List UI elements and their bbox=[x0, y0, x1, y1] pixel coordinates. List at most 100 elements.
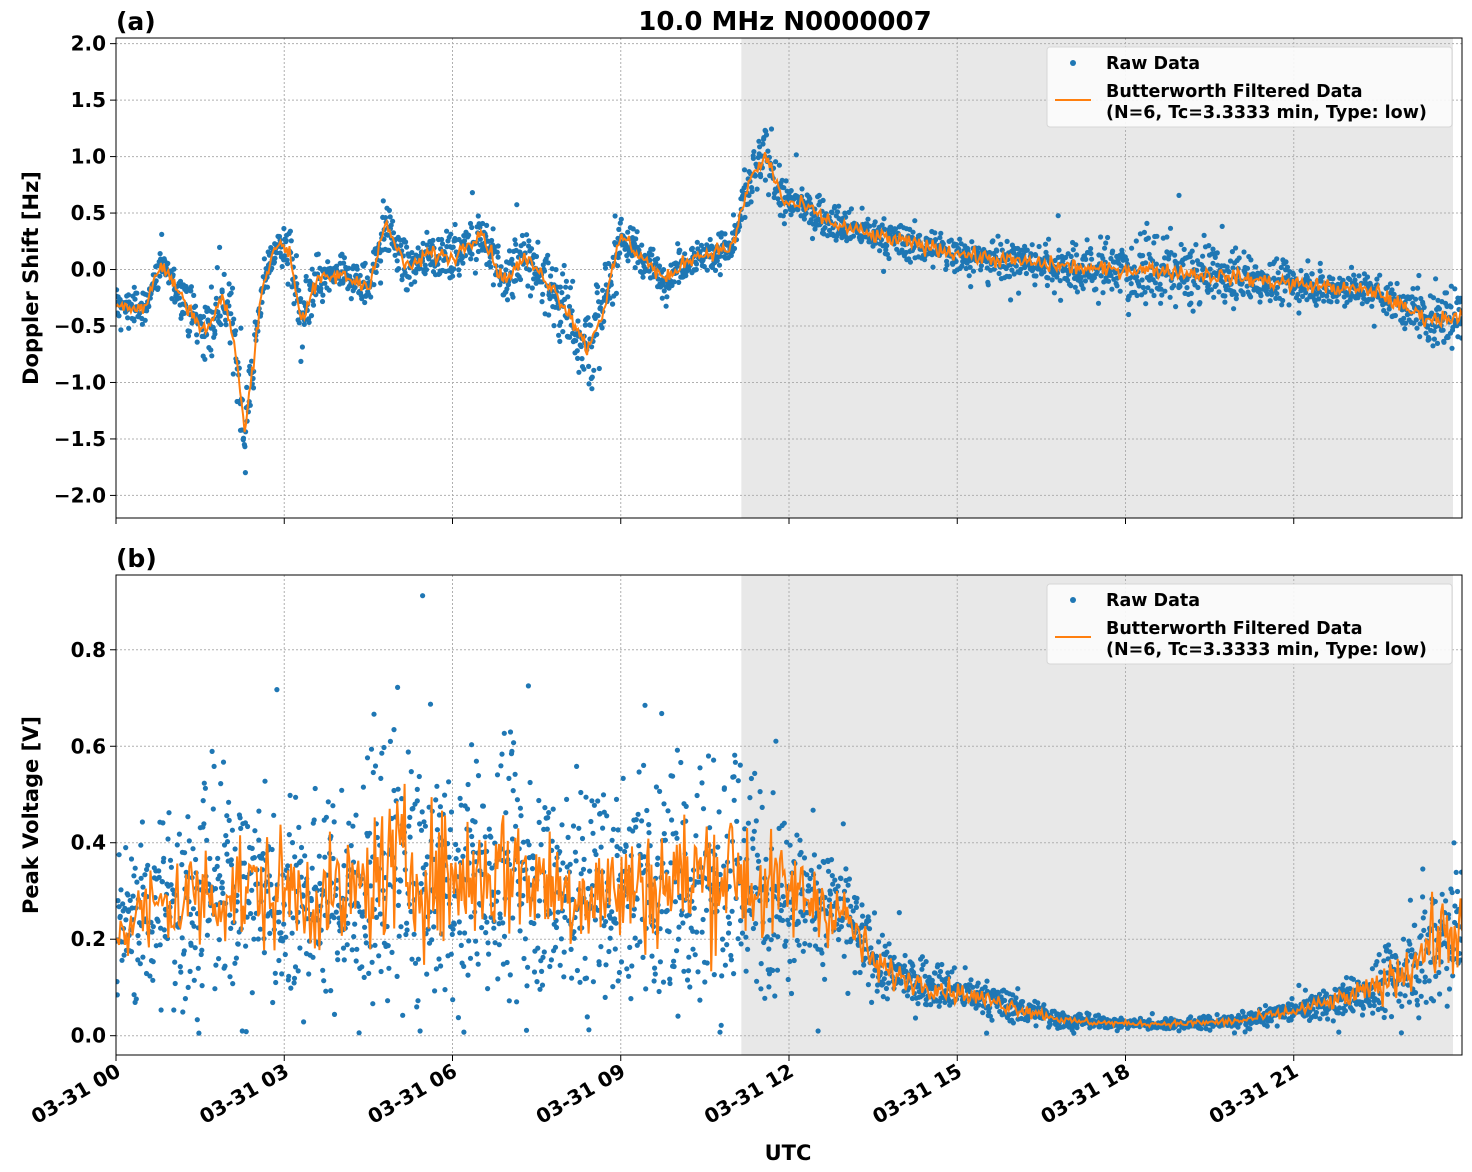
raw-data-point bbox=[1214, 250, 1220, 256]
raw-data-point bbox=[798, 849, 804, 856]
raw-data-point bbox=[212, 886, 219, 892]
raw-data-point bbox=[615, 254, 621, 261]
raw-data-point bbox=[404, 542, 409, 547]
raw-data-point bbox=[367, 830, 373, 836]
raw-data-point bbox=[1206, 243, 1212, 249]
raw-data-point bbox=[753, 818, 759, 824]
raw-data-point bbox=[763, 856, 769, 862]
raw-data-point bbox=[581, 856, 587, 863]
raw-data-point bbox=[270, 999, 276, 1006]
raw-data-point bbox=[475, 213, 481, 219]
raw-data-point bbox=[632, 935, 638, 941]
raw-data-point bbox=[1403, 320, 1409, 326]
raw-data-point bbox=[1162, 288, 1168, 294]
raw-data-point bbox=[1290, 271, 1296, 277]
raw-data-point bbox=[370, 1001, 376, 1007]
raw-data-point bbox=[659, 909, 665, 915]
raw-data-point bbox=[250, 385, 257, 391]
raw-data-point bbox=[161, 927, 167, 933]
raw-data-point bbox=[859, 902, 865, 908]
raw-data-point bbox=[145, 862, 151, 869]
raw-data-point bbox=[394, 973, 400, 980]
raw-data-point bbox=[574, 348, 580, 354]
raw-data-point bbox=[450, 244, 456, 250]
raw-data-point bbox=[661, 801, 667, 807]
raw-data-point bbox=[296, 824, 302, 831]
raw-data-point bbox=[907, 259, 914, 265]
raw-data-point bbox=[320, 292, 326, 298]
raw-data-point bbox=[469, 224, 475, 231]
raw-data-point bbox=[546, 810, 552, 816]
raw-data-point bbox=[503, 267, 509, 273]
raw-data-point bbox=[219, 289, 225, 295]
raw-data-point bbox=[140, 884, 146, 890]
raw-data-point bbox=[767, 917, 773, 923]
raw-data-point bbox=[544, 826, 550, 832]
raw-data-point bbox=[953, 258, 959, 264]
raw-data-point bbox=[239, 1028, 245, 1034]
raw-data-point bbox=[719, 973, 725, 979]
raw-data-point bbox=[220, 890, 226, 897]
raw-data-point bbox=[167, 857, 174, 863]
raw-data-point bbox=[836, 203, 842, 209]
raw-data-point bbox=[195, 965, 201, 971]
raw-data-point bbox=[498, 763, 504, 769]
raw-data-point bbox=[165, 836, 171, 842]
raw-data-point bbox=[653, 260, 659, 266]
raw-data-point bbox=[1458, 335, 1462, 341]
raw-data-point bbox=[424, 854, 430, 860]
raw-data-point bbox=[295, 968, 301, 974]
raw-data-point bbox=[510, 740, 517, 746]
raw-data-point bbox=[404, 927, 410, 933]
raw-data-point bbox=[418, 827, 425, 833]
raw-data-point bbox=[559, 290, 565, 296]
raw-data-point bbox=[402, 270, 408, 276]
raw-data-point bbox=[586, 363, 592, 369]
raw-data-point bbox=[963, 265, 969, 272]
raw-data-point bbox=[728, 957, 735, 963]
raw-data-point bbox=[349, 947, 355, 953]
raw-data-point bbox=[1195, 284, 1201, 291]
raw-data-point bbox=[333, 909, 339, 915]
raw-data-point bbox=[1433, 324, 1439, 330]
raw-data-point bbox=[228, 862, 235, 868]
raw-data-point bbox=[545, 252, 551, 258]
raw-data-point bbox=[415, 956, 421, 962]
raw-data-point bbox=[576, 825, 582, 831]
raw-data-point bbox=[322, 854, 328, 860]
raw-data-point bbox=[1178, 241, 1184, 248]
raw-data-point bbox=[582, 322, 588, 328]
raw-data-point bbox=[1273, 295, 1279, 301]
raw-data-point bbox=[202, 785, 208, 791]
raw-data-point bbox=[499, 751, 505, 757]
raw-data-point bbox=[1159, 292, 1165, 298]
raw-data-point bbox=[490, 226, 496, 232]
raw-data-point bbox=[174, 842, 180, 848]
raw-data-point bbox=[188, 942, 194, 948]
raw-data-point bbox=[784, 839, 790, 845]
raw-data-point bbox=[497, 911, 503, 917]
raw-data-point bbox=[191, 292, 197, 298]
raw-data-point bbox=[1423, 330, 1429, 336]
raw-data-point bbox=[242, 470, 248, 476]
raw-data-point bbox=[546, 312, 552, 318]
raw-data-point bbox=[664, 294, 670, 300]
raw-data-point bbox=[1347, 297, 1353, 303]
raw-data-point bbox=[341, 255, 347, 261]
raw-data-point bbox=[350, 823, 356, 829]
raw-data-point bbox=[584, 1014, 590, 1020]
raw-data-point bbox=[752, 770, 758, 777]
raw-data-point bbox=[1055, 213, 1061, 219]
raw-data-point bbox=[1210, 246, 1216, 252]
raw-data-point bbox=[442, 987, 448, 993]
raw-data-point bbox=[490, 282, 496, 288]
raw-data-point bbox=[480, 220, 486, 227]
raw-data-point bbox=[742, 214, 748, 220]
raw-data-point bbox=[801, 216, 808, 222]
raw-data-point bbox=[749, 188, 755, 195]
raw-data-point bbox=[501, 730, 507, 736]
raw-data-point bbox=[787, 958, 793, 965]
raw-data-point bbox=[917, 232, 923, 238]
raw-data-point bbox=[865, 216, 871, 222]
raw-data-point bbox=[970, 984, 976, 990]
